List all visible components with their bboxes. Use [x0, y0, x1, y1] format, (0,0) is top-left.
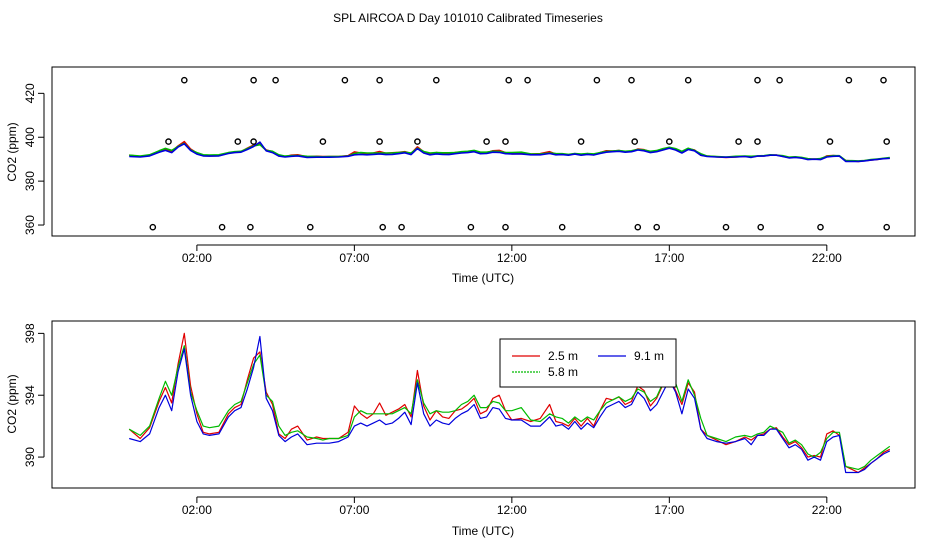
axes-top: 02:00 07:00 12:00 17:00 22:00 360 380 400 420: [23, 83, 842, 265]
plot-frame-top: [51, 66, 916, 237]
calibration-point: [218, 223, 226, 231]
y-axis-label-top: CO2 (ppm): [5, 122, 19, 181]
legend-box: [499, 338, 677, 388]
calibration-point: [247, 223, 254, 231]
x-tick-label-bottom: 12:00: [497, 503, 527, 517]
calibration-point: [341, 76, 349, 84]
series-line-top-9-1m: [129, 141, 890, 163]
series-line-bottom-9-1m: [129, 335, 891, 474]
legend-label-2-5m: 2.5 m: [548, 349, 578, 363]
calibration-point: [502, 138, 509, 145]
calibration-point: [631, 138, 639, 145]
calibration-points: [149, 76, 891, 231]
calibration-point: [502, 223, 509, 231]
calibration-point: [149, 223, 157, 231]
calibration-point: [505, 76, 513, 84]
calibration-point: [826, 138, 834, 145]
calibration-point: [272, 76, 279, 84]
x-tick-label-top: 17:00: [654, 251, 684, 265]
calibration-point: [319, 138, 327, 145]
calibration-point: [398, 223, 405, 231]
calibration-point: [593, 76, 601, 84]
calibration-point: [634, 223, 642, 231]
x-tick-label-top: 07:00: [339, 251, 369, 265]
calibration-point: [883, 223, 891, 231]
panel-bottom: 02:00 07:00 12:00 17:00 22:00 390 394 398 Time …: [5, 320, 916, 538]
y-axis-label-bottom: CO2 (ppm): [5, 374, 19, 433]
legend: 2.5 m 9.1 m 5.8 m: [499, 338, 677, 388]
calibration-point: [722, 223, 730, 231]
calibration-point: [306, 223, 314, 231]
x-tick-label-top: 22:00: [812, 251, 842, 265]
axes-bottom: 02:00 07:00 12:00 17:00 22:00 390 394 398: [23, 323, 842, 517]
calibration-point: [379, 223, 387, 231]
x-axis-label-top: Time (UTC): [452, 271, 514, 285]
panel-top: 02:00 07:00 12:00 17:00 22:00 360 380 400 420 Ti…: [5, 66, 916, 285]
calibration-point: [883, 138, 891, 145]
y-tick-label-top: 420: [23, 83, 37, 103]
x-tick-label-top: 02:00: [182, 251, 212, 265]
chart-title: SPL AIRCOA D Day 101010 Calibrated Times…: [333, 11, 603, 25]
y-tick-label-top: 400: [23, 127, 37, 147]
series-lines-bottom: [128, 332, 891, 474]
calibration-point: [880, 76, 887, 84]
calibration-point: [524, 76, 531, 84]
x-tick-label-bottom: 17:00: [654, 503, 684, 517]
calibration-point: [467, 223, 475, 231]
calibration-point: [180, 76, 188, 84]
legend-label-9-1m: 9.1 m: [634, 349, 664, 363]
calibration-point: [483, 138, 490, 145]
calibration-point: [628, 76, 635, 84]
calibration-point: [577, 138, 585, 145]
calibration-point: [684, 76, 692, 84]
x-axis-label-bottom: Time (UTC): [452, 524, 514, 538]
calibration-point: [250, 138, 257, 145]
y-tick-label-bottom: 398: [23, 323, 37, 343]
calibration-point: [376, 138, 383, 145]
calibration-point: [666, 138, 673, 145]
legend-label-5-8m: 5.8 m: [548, 365, 578, 379]
calibration-point: [754, 138, 761, 145]
series-line-top-5-8m: [129, 142, 890, 162]
plot-frame-bottom: [51, 320, 916, 489]
y-tick-label-top: 380: [23, 171, 37, 191]
calibration-point: [165, 138, 172, 145]
calibration-point: [817, 223, 824, 231]
x-tick-label-bottom: 07:00: [339, 503, 369, 517]
y-tick-label-bottom: 394: [23, 385, 37, 405]
calibration-point: [558, 223, 566, 231]
series-lines-top: [129, 140, 890, 163]
calibration-point: [754, 76, 761, 84]
calibration-point: [776, 76, 783, 84]
calibration-point: [432, 76, 440, 84]
calibration-point: [845, 76, 853, 84]
calibration-point: [757, 223, 765, 231]
y-tick-label-bottom: 390: [23, 447, 37, 467]
calibration-point: [234, 138, 242, 145]
calibration-point: [653, 223, 661, 231]
calibration-point: [376, 76, 383, 84]
calibration-point: [250, 76, 257, 84]
calibration-point: [735, 138, 742, 145]
calibration-point: [414, 138, 421, 145]
x-tick-label-bottom: 02:00: [182, 503, 212, 517]
x-tick-label-top: 12:00: [497, 251, 527, 265]
y-tick-label-top: 360: [23, 215, 37, 235]
x-tick-label-bottom: 22:00: [812, 503, 842, 517]
